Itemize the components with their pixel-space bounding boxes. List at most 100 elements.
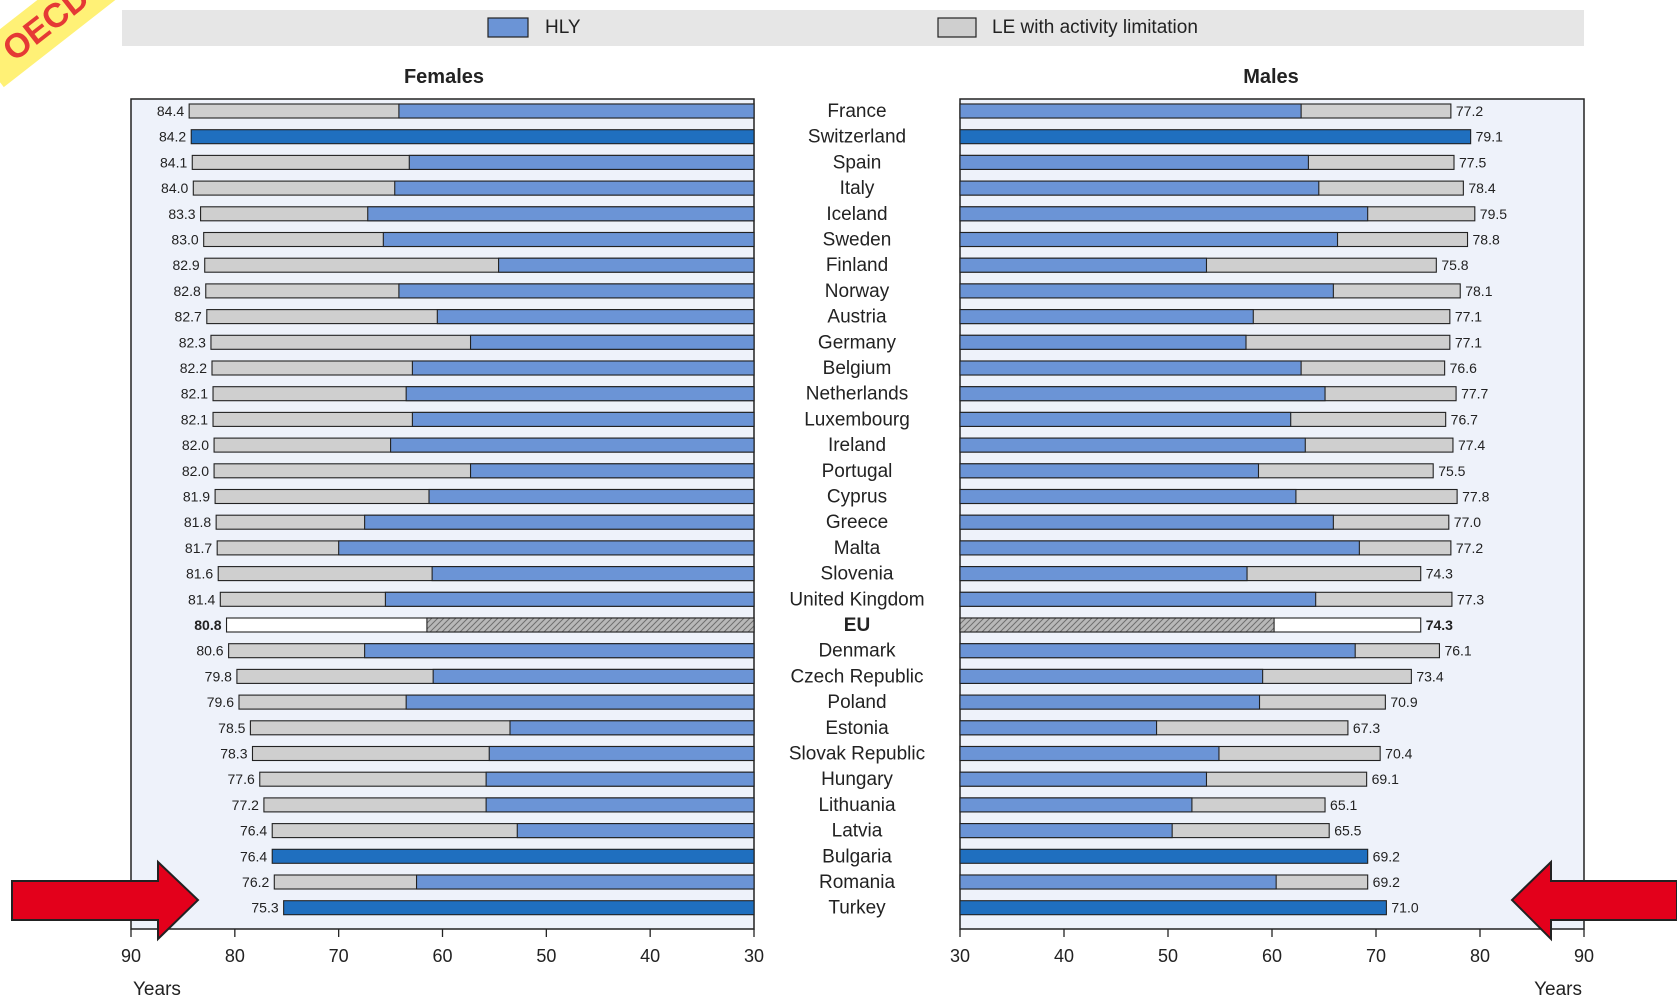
females-x-axis-tick-label: 90 (121, 946, 141, 966)
country-label-italy: Italy (840, 178, 875, 199)
male-value-label: 76.1 (1444, 643, 1471, 659)
country-label-latvia: Latvia (832, 821, 883, 842)
male-hly-bar-luxembourg (959, 411, 1292, 427)
females-bars: 84.4 84.2 84.1 84.0 83.3 83.0 82.9 82.8 82.7 82.3… (157, 103, 755, 916)
female-hly-bar-portugal (469, 463, 755, 479)
female-le-bar-turkey (283, 900, 755, 916)
female-hly-bar-latvia (516, 823, 755, 839)
male-hly-bar-eu (959, 617, 1275, 633)
males-x-axis-tick-label: 40 (1054, 946, 1074, 966)
female-value-label: 82.9 (172, 257, 199, 273)
female-value-label: 75.3 (251, 900, 278, 916)
country-label-malta: Malta (834, 538, 881, 559)
female-value-label: 80.6 (196, 643, 223, 659)
legend-swatch-le-limit (937, 17, 977, 38)
male-hly-bar-cyprus (959, 488, 1297, 505)
axes: 90 80 70 60 50 40 30 30 40 50 60 70 80 90 (121, 929, 1594, 966)
female-value-label: 78.3 (220, 746, 247, 762)
country-label-united-kingdom: United Kingdom (789, 589, 924, 610)
female-value-label: 79.6 (207, 694, 234, 710)
panel-title-males: Males (1243, 66, 1299, 88)
female-value-label: 84.0 (161, 180, 188, 196)
female-hly-bar-romania (415, 874, 755, 890)
male-hly-bar-italy (959, 180, 1320, 196)
legend-background (122, 10, 1584, 46)
female-value-label: 82.0 (182, 437, 209, 453)
male-value-label: 78.8 (1473, 232, 1500, 248)
female-hly-bar-norway (398, 283, 755, 299)
male-hly-bar-spain (959, 154, 1309, 170)
country-label-germany: Germany (818, 332, 897, 353)
female-hly-bar-iceland (367, 206, 755, 222)
country-label-portugal: Portugal (822, 461, 893, 482)
male-hly-bar-estonia (959, 720, 1158, 736)
male-value-label: 77.3 (1457, 591, 1484, 607)
male-value-label: 77.2 (1456, 103, 1483, 119)
female-hly-bar-sweden (382, 231, 755, 248)
female-hly-bar-cyprus (428, 488, 755, 505)
male-hly-bar-norway (959, 283, 1334, 299)
red-arrow-right (1510, 859, 1677, 942)
male-le-bar-bulgaria (959, 848, 1369, 864)
female-value-label: 84.1 (160, 154, 187, 170)
country-label-poland: Poland (827, 692, 886, 713)
female-value-label: 82.0 (182, 463, 209, 479)
male-value-label: 73.4 (1416, 668, 1443, 684)
male-value-label: 70.4 (1385, 746, 1412, 762)
females-x-axis-tick-label: 80 (225, 946, 245, 966)
male-value-label: 77.1 (1455, 334, 1482, 350)
country-labels: France Switzerland Spain Italy Iceland Sweden… (789, 101, 925, 919)
country-label-belgium: Belgium (823, 358, 892, 379)
male-value-label: 74.3 (1426, 566, 1453, 582)
female-hly-bar-united-kingdom (384, 591, 755, 607)
male-hly-bar-slovak-republic (959, 745, 1220, 762)
x-axis-title-males: Years (1534, 979, 1582, 998)
male-hly-bar-austria (959, 309, 1254, 325)
male-value-label: 77.0 (1454, 514, 1481, 530)
male-hly-bar-lithuania (959, 797, 1193, 813)
male-value-label: 71.0 (1391, 900, 1418, 916)
males-x-axis-tick-label: 80 (1470, 946, 1490, 966)
panel-title-females: Females (404, 66, 484, 88)
country-label-hungary: Hungary (821, 769, 893, 790)
country-label-iceland: Iceland (826, 204, 887, 225)
male-value-label: 79.5 (1480, 206, 1507, 222)
country-label-slovak-republic: Slovak Republic (789, 744, 925, 765)
male-hly-bar-finland (959, 257, 1208, 273)
male-value-label: 79.1 (1476, 129, 1503, 145)
males-x-axis-tick-label: 60 (1262, 946, 1282, 966)
male-hly-bar-poland (959, 694, 1261, 710)
female-value-label: 83.0 (171, 232, 198, 248)
male-hly-bar-greece (959, 514, 1334, 530)
legend-label-hly: HLY (545, 17, 581, 38)
males-x-axis-tick-label: 50 (1158, 946, 1178, 966)
female-value-label: 83.3 (168, 206, 195, 222)
female-le-bar-bulgaria (271, 848, 755, 864)
female-value-label: 82.3 (179, 334, 206, 350)
male-hly-bar-ireland (959, 437, 1306, 453)
female-hly-bar-eu (426, 617, 755, 633)
female-hly-bar-hungary (485, 771, 755, 787)
male-value-label: 77.4 (1458, 437, 1485, 453)
female-value-label: 81.9 (183, 489, 210, 505)
female-value-label: 82.1 (181, 411, 208, 427)
male-hly-bar-czech-republic (959, 668, 1264, 684)
female-value-label: 77.2 (232, 797, 259, 813)
female-value-label: 78.5 (218, 720, 245, 736)
country-label-denmark: Denmark (818, 641, 896, 662)
female-value-label: 81.7 (185, 540, 212, 556)
country-label-romania: Romania (819, 872, 895, 893)
country-label-slovenia: Slovenia (821, 564, 894, 585)
male-value-label: 69.2 (1373, 874, 1400, 890)
male-value-label: 69.2 (1373, 848, 1400, 864)
country-label-cyprus: Cyprus (827, 487, 887, 508)
female-value-label: 82.7 (175, 309, 202, 325)
male-value-label: 78.4 (1468, 180, 1495, 196)
legend: HLY LE with activity limitation (122, 10, 1584, 46)
male-hly-bar-latvia (959, 823, 1173, 839)
female-value-label: 81.4 (188, 591, 215, 607)
female-hly-bar-poland (405, 694, 755, 710)
male-value-label: 69.1 (1372, 771, 1399, 787)
female-hly-bar-malta (338, 540, 755, 556)
female-hly-bar-denmark (364, 643, 755, 659)
